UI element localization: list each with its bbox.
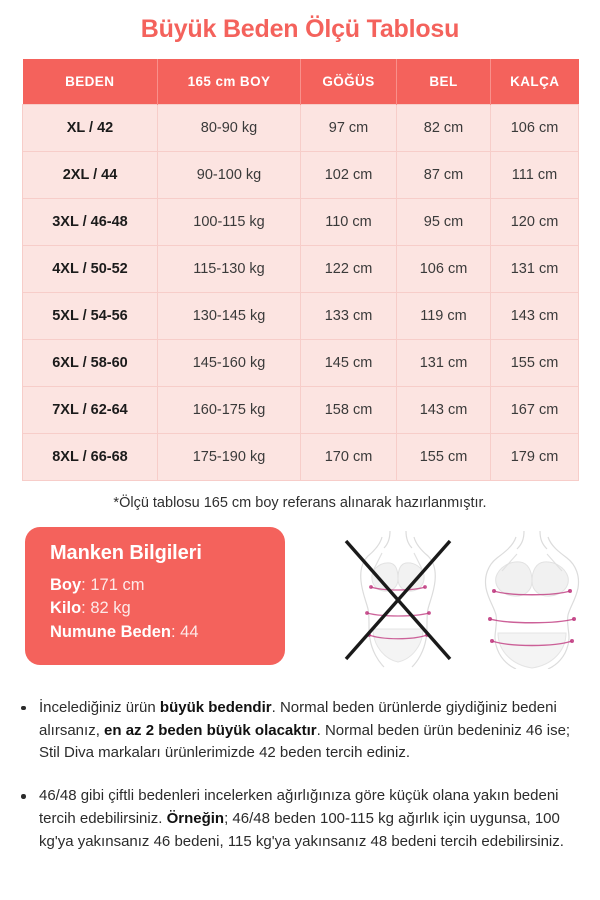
cell-boy: 130-145 kg — [157, 292, 301, 340]
cell-gogus: 110 cm — [300, 198, 397, 246]
cell-boy: 145-160 kg — [157, 339, 301, 387]
note-emphasis: büyük bedendir — [159, 698, 272, 716]
column-header-gogus: GÖĞÜS — [300, 59, 397, 105]
cell-bel: 95 cm — [396, 198, 491, 246]
page-title: Büyük Beden Ölçü Tablosu — [140, 15, 460, 43]
cell-kalca: 143 cm — [490, 292, 579, 340]
table-row: 6XL / 58-60 145-160 kg 145 cm 131 cm 155… — [22, 339, 579, 387]
table-header-row: BEDEN 165 cm BOY GÖĞÜS BEL KALÇA — [22, 59, 579, 105]
cell-gogus: 102 cm — [300, 151, 397, 199]
model-height-value: : 171 cm — [81, 575, 145, 594]
body-figures — [330, 529, 590, 669]
cell-beden: 7XL / 62-64 — [22, 386, 158, 434]
model-info-section: Manken Bilgileri Boy: 171 cm Kilo: 82 kg… — [0, 526, 600, 675]
cell-kalca: 155 cm — [490, 339, 579, 387]
sizing-notes-list: İncelediğiniz ürün büyük bedendir. Norma… — [17, 697, 583, 854]
cell-bel: 87 cm — [396, 151, 491, 199]
column-header-beden: BEDEN — [22, 59, 158, 105]
model-height-row: Boy: 171 cm — [50, 574, 285, 597]
cell-beden: 8XL / 66-68 — [22, 433, 158, 481]
cell-gogus: 97 cm — [300, 104, 397, 152]
size-chart-table-container: BEDEN 165 cm BOY GÖĞÜS BEL KALÇA XL / 42… — [22, 59, 579, 481]
note-text-part: . Normal beden ürünlerde giydiğiniz bede… — [39, 698, 557, 739]
size-chart-table: BEDEN 165 cm BOY GÖĞÜS BEL KALÇA XL / 42… — [22, 59, 579, 481]
model-weight-label: Kilo — [50, 599, 82, 618]
slim-body-crossed-out-icon — [338, 529, 458, 669]
table-header: BEDEN 165 cm BOY GÖĞÜS BEL KALÇA — [22, 59, 579, 105]
table-body: XL / 42 80-90 kg 97 cm 82 cm 106 cm 2XL … — [22, 104, 579, 481]
cell-boy: 90-100 kg — [157, 151, 301, 199]
cell-kalca: 131 cm — [490, 245, 579, 293]
cell-kalca: 120 cm — [490, 198, 579, 246]
cell-beden: 5XL / 54-56 — [22, 292, 158, 340]
cell-kalca: 111 cm — [490, 151, 579, 199]
model-info-card: Manken Bilgileri Boy: 171 cm Kilo: 82 kg… — [25, 526, 285, 665]
cell-kalca: 106 cm — [490, 104, 579, 152]
cell-boy: 175-190 kg — [157, 433, 301, 481]
table-row: XL / 42 80-90 kg 97 cm 82 cm 106 cm — [22, 104, 579, 152]
model-weight-value: : 82 kg — [81, 599, 131, 618]
cell-beden: 3XL / 46-48 — [22, 198, 158, 246]
note-text-part: . Normal beden ürün bedeniniz 46 ise; St… — [39, 721, 571, 762]
cell-bel: 106 cm — [396, 245, 491, 293]
cell-beden: 4XL / 50-52 — [22, 245, 158, 293]
table-row: 4XL / 50-52 115-130 kg 122 cm 106 cm 131… — [22, 245, 579, 293]
note-text-part: ; 46/48 beden 100-115 kg ağırlık için uy… — [39, 810, 564, 850]
table-row: 8XL / 66-68 175-190 kg 170 cm 155 cm 179… — [22, 433, 579, 481]
cell-gogus: 170 cm — [300, 433, 397, 481]
model-sample-size-label: Numune Beden — [50, 622, 172, 641]
cell-bel: 131 cm — [396, 339, 491, 387]
cell-gogus: 158 cm — [300, 386, 397, 434]
plus-size-body-icon — [472, 529, 592, 669]
list-item: İncelediğiniz ürün büyük bedendir. Norma… — [17, 697, 583, 765]
table-footnote: *Ölçü tablosu 165 cm boy referans alınar… — [113, 495, 487, 511]
model-sample-size-row: Numune Beden: 44 — [50, 621, 285, 644]
table-row: 7XL / 62-64 160-175 kg 158 cm 143 cm 167… — [22, 386, 579, 434]
column-header-bel: BEL — [396, 59, 491, 105]
table-row: 2XL / 44 90-100 kg 102 cm 87 cm 111 cm — [22, 151, 579, 199]
cell-boy: 115-130 kg — [157, 245, 301, 293]
column-header-boy: 165 cm BOY — [157, 59, 301, 105]
table-row: 3XL / 46-48 100-115 kg 110 cm 95 cm 120 … — [22, 198, 579, 246]
model-weight-row: Kilo: 82 kg — [50, 597, 285, 620]
model-info-heading: Manken Bilgileri — [50, 541, 202, 564]
cell-beden: XL / 42 — [22, 104, 158, 152]
note-text-part: İncelediğiniz ürün — [39, 698, 160, 716]
table-row: 5XL / 54-56 130-145 kg 133 cm 119 cm 143… — [22, 292, 579, 340]
note-text-part: 46/48 gibi çiftli bedenleri incelerken a… — [39, 787, 559, 828]
model-sample-size-value: : 44 — [171, 622, 199, 641]
cell-bel: 119 cm — [396, 292, 491, 340]
cell-boy: 100-115 kg — [157, 198, 301, 246]
cell-bel: 82 cm — [396, 104, 491, 152]
column-header-kalca: KALÇA — [490, 59, 579, 105]
cell-kalca: 167 cm — [490, 386, 579, 434]
note-emphasis: Örneğin — [166, 810, 225, 828]
cell-bel: 143 cm — [396, 386, 491, 434]
cell-beden: 2XL / 44 — [22, 151, 158, 199]
cell-gogus: 122 cm — [300, 245, 397, 293]
cell-gogus: 145 cm — [300, 339, 397, 387]
cell-beden: 6XL / 58-60 — [22, 339, 158, 387]
cell-gogus: 133 cm — [300, 292, 397, 340]
note-emphasis: en az 2 beden büyük olacaktır — [104, 721, 317, 739]
cell-kalca: 179 cm — [490, 433, 579, 481]
cell-boy: 160-175 kg — [157, 386, 301, 434]
cell-bel: 155 cm — [396, 433, 491, 481]
model-height-label: Boy — [50, 575, 82, 594]
list-item: 46/48 gibi çiftli bedenleri incelerken a… — [17, 785, 583, 853]
cell-boy: 80-90 kg — [157, 104, 301, 152]
